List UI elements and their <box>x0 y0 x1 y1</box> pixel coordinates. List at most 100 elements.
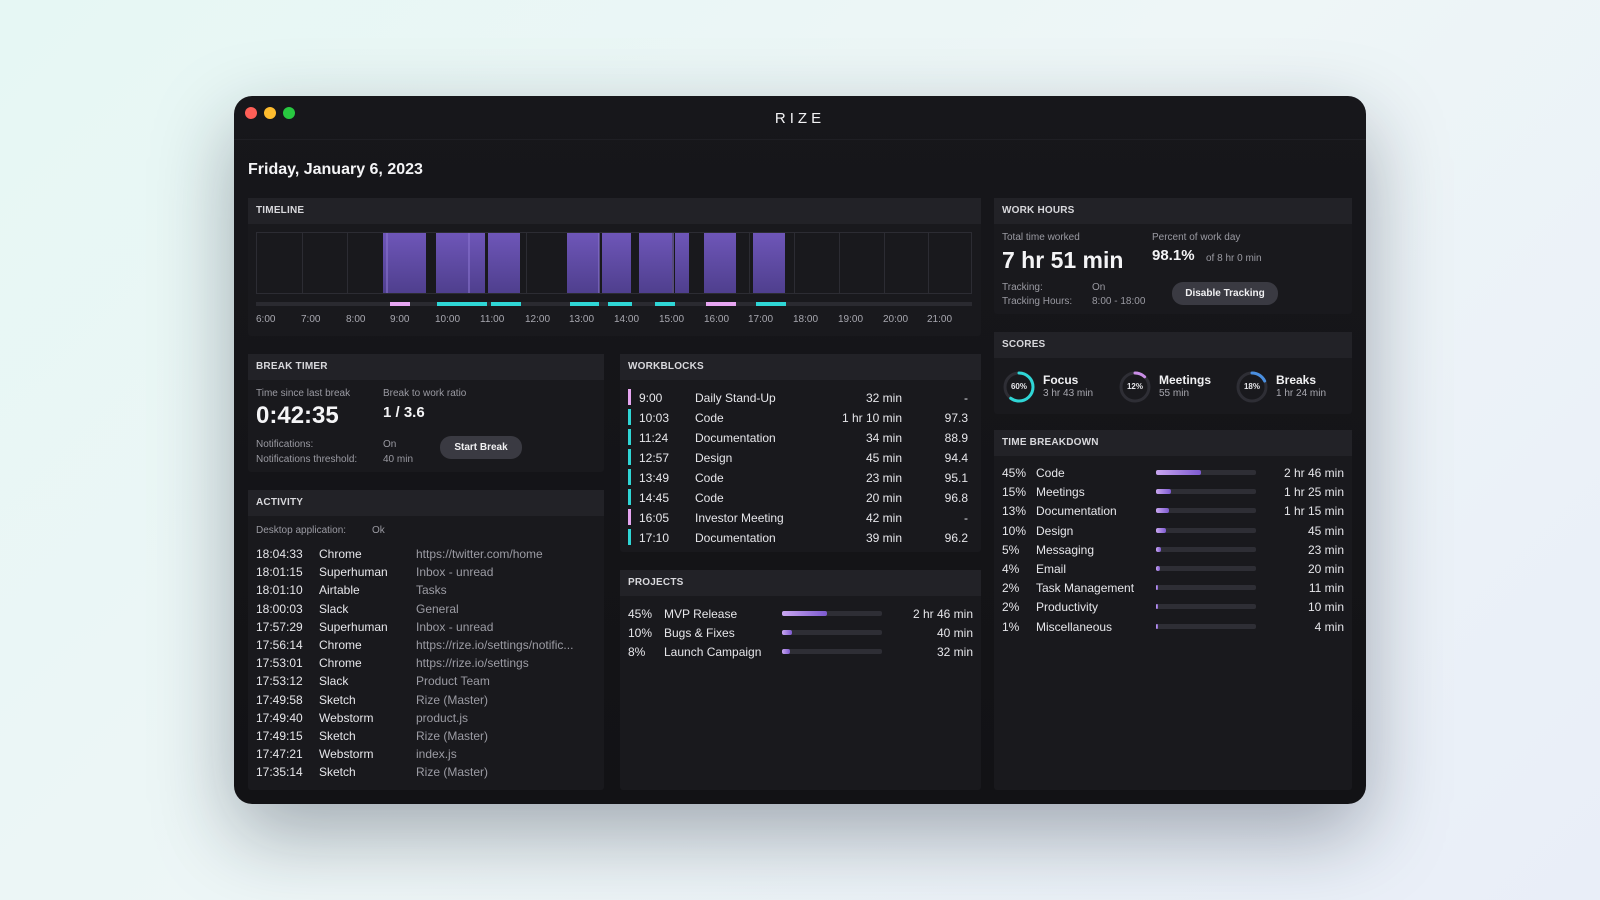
breakdown-row[interactable]: 5% Messaging 23 min <box>1002 541 1344 559</box>
timeline-block[interactable] <box>675 233 689 293</box>
timeline-block[interactable] <box>602 233 631 293</box>
project-row[interactable]: 45% MVP Release 2 hr 46 min <box>628 605 973 623</box>
timeline-chart[interactable] <box>256 232 972 294</box>
workblock-row[interactable]: 11:24 Documentation 34 min 88.9 <box>628 428 974 448</box>
project-bar-fill <box>782 611 827 616</box>
activity-row[interactable]: 17:49:58 Sketch Rize (Master) <box>256 693 592 711</box>
breakdown-percent: 4% <box>1002 562 1020 576</box>
breakdown-row[interactable]: 2% Productivity 10 min <box>1002 598 1344 616</box>
workblock-row[interactable]: 14:45 Code 20 min 96.8 <box>628 488 974 508</box>
breakdown-category: Code <box>1036 466 1065 480</box>
activity-detail: Inbox - unread <box>416 565 494 580</box>
workblock-type-indicator <box>628 529 631 545</box>
activity-row[interactable]: 17:35:14 Sketch Rize (Master) <box>256 765 592 783</box>
percent-of-label: of 8 hr 0 min <box>1206 253 1262 264</box>
activity-app: Webstorm <box>319 747 374 762</box>
activity-app: Webstorm <box>319 710 374 725</box>
workblock-duration: 1 hr 10 min <box>841 411 902 425</box>
activity-detail: General <box>416 601 459 616</box>
timeline-block[interactable] <box>704 233 736 293</box>
tracking-value: On <box>1092 282 1106 293</box>
timeline-gridline <box>526 233 527 293</box>
workblock-duration: 42 min <box>865 511 902 525</box>
break-segment <box>390 302 410 306</box>
breakdown-category: Task Management <box>1036 581 1135 596</box>
activity-app: Superhuman <box>319 565 388 580</box>
workblock-type-indicator <box>628 509 631 525</box>
activity-time: 17:49:40 <box>256 710 303 725</box>
activity-app: Airtable <box>319 583 360 598</box>
breakdown-row[interactable]: 10% Design 45 min <box>1002 522 1344 540</box>
timeline-block[interactable] <box>567 233 599 293</box>
notifications-value: On <box>383 439 397 450</box>
activity-detail: https://rize.io/settings/notific... <box>416 638 574 652</box>
score-ring-progress <box>1236 371 1268 403</box>
breakdown-percent: 13% <box>1002 504 1027 519</box>
activity-detail: Product Team <box>416 674 490 689</box>
project-bar-fill <box>782 630 792 635</box>
timeline-separator <box>468 233 470 293</box>
project-row[interactable]: 10% Bugs & Fixes 40 min <box>628 624 973 642</box>
project-percent: 45% <box>628 607 653 621</box>
breakdown-row[interactable]: 4% Email 20 min <box>1002 560 1344 578</box>
desktop-app-label: Desktop application: <box>256 525 347 536</box>
activity-row[interactable]: 17:56:14 Chrome https://rize.io/settings/n… <box>256 638 592 656</box>
breakdown-row[interactable]: 45% Code 2 hr 46 min <box>1002 464 1344 482</box>
activity-time: 17:56:14 <box>256 638 303 652</box>
timeline-hour-label: 6:00 <box>256 314 276 325</box>
minimize-window-button[interactable] <box>264 107 276 119</box>
timeline-block[interactable] <box>383 233 426 293</box>
activity-row[interactable]: 18:00:03 Slack General <box>256 602 592 620</box>
activity-row[interactable]: 18:01:15 Superhuman Inbox - unread <box>256 565 592 583</box>
scores-panel: SCORES 60% Focus 3 hr 43 min 12% Meetings 55 … <box>994 332 1352 414</box>
maximize-window-button[interactable] <box>283 107 295 119</box>
breakdown-row[interactable]: 2% Task Management 11 min <box>1002 579 1344 597</box>
breakdown-duration: 2 hr 46 min <box>1283 466 1344 480</box>
total-time-label: Total time worked <box>1002 232 1080 243</box>
timeline-block[interactable] <box>753 233 785 293</box>
workblock-row[interactable]: 9:00 Daily Stand-Up 32 min - <box>628 388 974 408</box>
close-window-button[interactable] <box>245 107 257 119</box>
project-bar <box>782 611 882 616</box>
workblock-row[interactable]: 13:49 Code 23 min 95.1 <box>628 468 974 488</box>
breakdown-row[interactable]: 13% Documentation 1 hr 15 min <box>1002 502 1344 520</box>
timeline-block[interactable] <box>639 233 672 293</box>
activity-row[interactable]: 17:53:01 Chrome https://rize.io/settings <box>256 656 592 674</box>
workblock-row[interactable]: 12:57 Design 45 min 94.4 <box>628 448 974 468</box>
disable-tracking-button[interactable]: Disable Tracking <box>1172 282 1278 305</box>
breakdown-duration: 45 min <box>1307 523 1344 538</box>
activity-detail: index.js <box>416 747 457 762</box>
activity-row[interactable]: 18:04:33 Chrome https://twitter.com/home <box>256 547 592 565</box>
percent-work-day-label: Percent of work day <box>1152 232 1241 243</box>
project-row[interactable]: 8% Launch Campaign 32 min <box>628 643 973 661</box>
breakdown-category: Documentation <box>1036 504 1117 519</box>
activity-time: 17:47:21 <box>256 747 303 762</box>
score-name: Focus <box>1043 373 1079 387</box>
breakdown-bar-fill <box>1156 585 1158 591</box>
breakdown-row[interactable]: 1% Miscellaneous 4 min <box>1002 618 1344 636</box>
activity-row[interactable]: 17:49:40 Webstorm product.js <box>256 711 592 729</box>
score-duration: 1 hr 24 min <box>1276 388 1327 399</box>
activity-row[interactable]: 17:53:12 Slack Product Team <box>256 674 592 692</box>
timeline-hour-label: 20:00 <box>883 314 909 325</box>
activity-detail: Inbox - unread <box>416 619 494 634</box>
desktop-app-status: Ok <box>372 525 385 536</box>
breakdown-row[interactable]: 15% Meetings 1 hr 25 min <box>1002 483 1344 501</box>
workblock-row[interactable]: 16:05 Investor Meeting 42 min - <box>628 508 974 528</box>
app-title: RIZE <box>774 110 826 127</box>
workblock-row[interactable]: 17:10 Documentation 39 min 96.2 <box>628 528 974 548</box>
timeline-hour-label: 9:00 <box>390 314 410 325</box>
activity-row[interactable]: 18:01:10 Airtable Tasks <box>256 583 592 601</box>
focus-segment <box>570 302 599 306</box>
activity-row[interactable]: 17:47:21 Webstorm index.js <box>256 747 592 765</box>
timeline-block[interactable] <box>488 233 520 293</box>
activity-row[interactable]: 17:57:29 Superhuman Inbox - unread <box>256 620 592 638</box>
focus-segment <box>437 302 487 306</box>
workblock-row[interactable]: 10:03 Code 1 hr 10 min 97.3 <box>628 408 974 428</box>
activity-row[interactable]: 17:49:15 Sketch Rize (Master) <box>256 729 592 747</box>
timeline-block[interactable] <box>436 233 485 293</box>
break-ratio-label: Break to work ratio <box>383 388 467 399</box>
start-break-button[interactable]: Start Break <box>440 436 522 459</box>
timeline-hour-label: 11:00 <box>480 314 505 325</box>
tracking-hours-value: 8:00 - 18:00 <box>1092 296 1146 307</box>
